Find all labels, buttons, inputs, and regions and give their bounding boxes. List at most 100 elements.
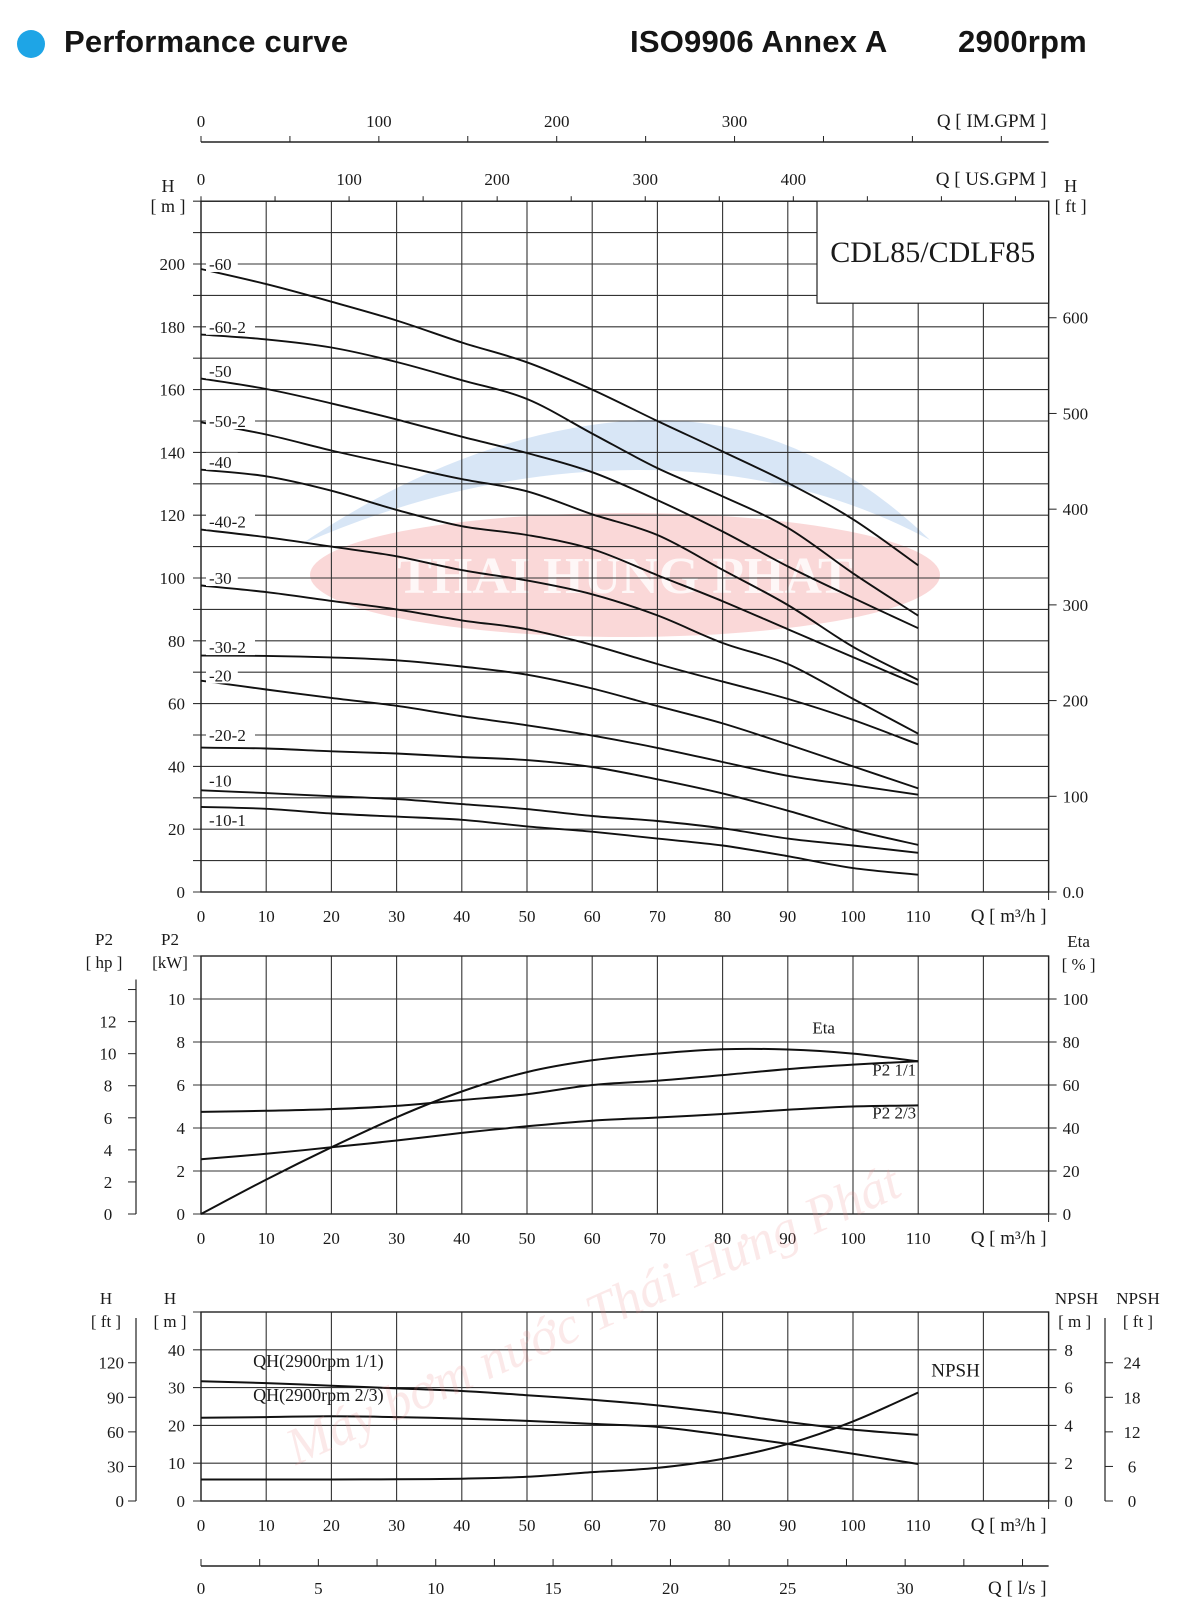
pump-curve-stage40-2 (200, 528, 919, 735)
y-tick-label: 180 (160, 318, 186, 337)
curve-label: -20 (209, 666, 232, 685)
ls-tick-label: 5 (314, 1579, 323, 1598)
curve-label: -10-1 (209, 811, 246, 830)
us-gpm-tick-label: 200 (484, 170, 510, 189)
y-right-tick-label: 400 (1063, 500, 1089, 519)
watermark-text: Máy bơm nước Thái Hưng Phát (277, 1153, 910, 1477)
y-axis-name: H (162, 176, 175, 196)
x-tick-label: 30 (388, 1516, 405, 1535)
pump-curve-stage10 (200, 789, 919, 854)
x-tick-label: 20 (323, 1516, 340, 1535)
im-gpm-axis-label: Q [ IM.GPM ] (937, 111, 1047, 132)
bullet-icon (17, 30, 45, 58)
curve-npsh (201, 1391, 919, 1481)
x-axis-label: Q [ m³/h ] (971, 1515, 1047, 1536)
npsh-m-tick-label: 6 (1064, 1379, 1073, 1398)
ft-tick-label: 120 (99, 1354, 125, 1373)
hp-axis-unit: [ hp ] (86, 953, 123, 972)
h-tick-label: 40 (168, 1341, 185, 1360)
x-tick-label: 100 (840, 1516, 866, 1535)
y-right-tick-label: 600 (1063, 309, 1089, 328)
curve-label: -60-2 (209, 318, 246, 337)
im-gpm-tick-label: 100 (366, 112, 392, 131)
x-tick-label: 90 (779, 1229, 796, 1248)
eta-tick-label: 20 (1063, 1162, 1080, 1181)
x-tick-label: 60 (584, 1516, 601, 1535)
qh-two-thirds-curve-label: QH(2900rpm 2/3) (253, 1385, 383, 1406)
npsh-m-tick-label: 4 (1064, 1416, 1073, 1435)
npsh-ft-tick-label: 18 (1124, 1388, 1141, 1407)
kw-axis-unit: [kW] (152, 953, 188, 972)
y-tick-label: 140 (160, 443, 186, 462)
watermark-logo (310, 513, 940, 637)
y-tick-label: 80 (168, 632, 185, 651)
ls-tick-label: 25 (779, 1579, 796, 1598)
kw-tick-label: 10 (168, 990, 185, 1009)
eta-tick-label: 60 (1063, 1076, 1080, 1095)
curve-label-bg (206, 771, 238, 789)
ft-tick-label: 0 (116, 1492, 125, 1511)
ls-tick-label: 20 (662, 1579, 679, 1598)
npsh-ft-axis-unit: [ ft ] (1123, 1312, 1153, 1331)
y-right-tick-label: 0.0 (1063, 883, 1084, 902)
page-title: Performance curve (64, 24, 349, 59)
eta-tick-label: 100 (1063, 990, 1089, 1009)
curve-label-bg (206, 569, 238, 586)
im-gpm-tick-label: 300 (722, 112, 748, 131)
x-tick-label: 110 (906, 1516, 931, 1535)
y-tick-label: 0 (177, 883, 186, 902)
x-tick-label: 10 (258, 1516, 275, 1535)
plot-frame (200, 200, 1050, 893)
npsh-curve-label: NPSH (931, 1360, 980, 1381)
curve-label: -40-2 (209, 512, 246, 531)
pump-curve-stage20 (200, 679, 919, 796)
ls-tick-label: 30 (897, 1579, 914, 1598)
h-tick-label: 0 (177, 1492, 186, 1511)
watermark-logo-text: THAI HUNG PHAT (397, 548, 853, 605)
eta-axis-unit: [ % ] (1062, 955, 1096, 974)
hp-tick-label: 8 (104, 1077, 113, 1096)
eta-tick-label: 80 (1063, 1033, 1080, 1052)
x-tick-label: 0 (197, 1229, 206, 1248)
curve-qh-2900rpm-2-3- (200, 1415, 919, 1465)
x-tick-label: 80 (714, 907, 731, 926)
pump-curve-stage40 (200, 468, 919, 686)
curve-label-bg (206, 412, 255, 429)
npsh-ft-tick-label: 24 (1124, 1354, 1142, 1373)
watermark-swoosh (300, 419, 930, 545)
npsh-m-tick-label: 8 (1064, 1341, 1073, 1360)
h-tick-label: 10 (168, 1454, 185, 1473)
hp-tick-label: 4 (104, 1141, 113, 1160)
x-tick-label: 40 (453, 907, 470, 926)
ft-axis-name: H (100, 1289, 112, 1308)
npsh-ft-axis-name: NPSH (1116, 1289, 1159, 1308)
curve-label: -30 (209, 569, 232, 588)
x-tick-label: 70 (649, 1516, 666, 1535)
x-tick-label: 20 (323, 907, 340, 926)
pump-curve-stage50 (200, 377, 919, 630)
plot-frame (200, 1311, 1050, 1502)
us-gpm-tick-label: 100 (336, 170, 362, 189)
x-tick-label: 40 (453, 1516, 470, 1535)
ls-axis-label: Q [ l/s ] (988, 1578, 1047, 1599)
pump-curve-stage50-2 (200, 421, 919, 681)
kw-tick-label: 4 (177, 1119, 186, 1138)
curve-label-bg (206, 638, 255, 656)
pump-curve-stage10-1 (200, 805, 919, 876)
curve-label: -50 (209, 362, 232, 381)
y-right-tick-label: 100 (1063, 787, 1089, 806)
y-tick-label: 100 (160, 569, 186, 588)
npsh-ft-tick-label: 6 (1128, 1457, 1137, 1476)
curve-label-bg (206, 452, 238, 470)
ls-tick-label: 0 (197, 1579, 206, 1598)
x-tick-label: 30 (388, 907, 405, 926)
kw-tick-label: 6 (177, 1076, 186, 1095)
curve-p2-2-3 (200, 1104, 919, 1161)
x-tick-label: 80 (714, 1516, 731, 1535)
us-gpm-axis-label: Q [ US.GPM ] (936, 169, 1047, 190)
chart-title: CDL85/CDLF85 (830, 236, 1035, 269)
x-tick-label: 50 (519, 1229, 536, 1248)
ft-tick-label: 90 (107, 1388, 124, 1407)
npsh-m-axis-unit: [ m ] (1058, 1312, 1091, 1331)
us-gpm-tick-label: 300 (632, 170, 658, 189)
